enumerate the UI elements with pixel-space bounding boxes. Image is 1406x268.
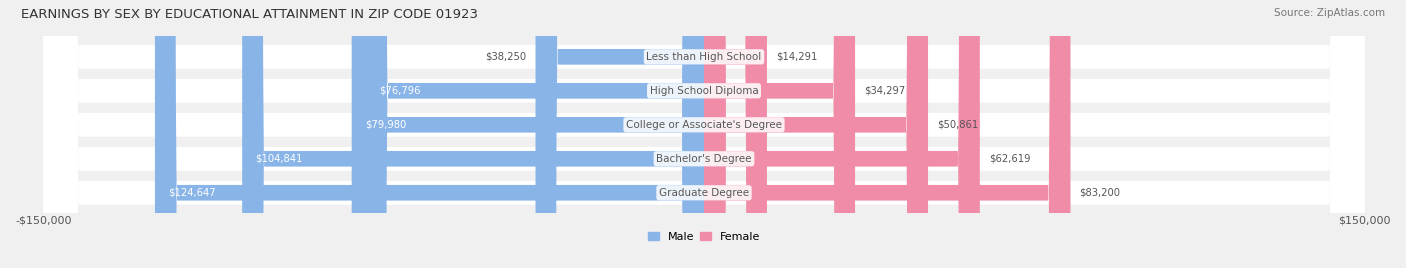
- Text: $83,200: $83,200: [1080, 188, 1121, 198]
- Text: Bachelor's Degree: Bachelor's Degree: [657, 154, 752, 164]
- Text: $124,647: $124,647: [169, 188, 215, 198]
- FancyBboxPatch shape: [536, 0, 704, 268]
- Text: Source: ZipAtlas.com: Source: ZipAtlas.com: [1274, 8, 1385, 18]
- FancyBboxPatch shape: [352, 0, 704, 268]
- FancyBboxPatch shape: [44, 0, 1365, 268]
- Text: $38,250: $38,250: [485, 52, 527, 62]
- FancyBboxPatch shape: [704, 0, 928, 268]
- Text: Graduate Degree: Graduate Degree: [659, 188, 749, 198]
- Text: Less than High School: Less than High School: [647, 52, 762, 62]
- Text: College or Associate's Degree: College or Associate's Degree: [626, 120, 782, 130]
- FancyBboxPatch shape: [44, 0, 1365, 268]
- Text: $76,796: $76,796: [380, 86, 420, 96]
- Text: $34,297: $34,297: [863, 86, 905, 96]
- Text: Graduate Degree: Graduate Degree: [659, 188, 749, 198]
- FancyBboxPatch shape: [44, 0, 1365, 268]
- FancyBboxPatch shape: [44, 0, 1365, 268]
- Text: High School Diploma: High School Diploma: [650, 86, 758, 96]
- FancyBboxPatch shape: [704, 0, 980, 268]
- Text: $14,291: $14,291: [776, 52, 817, 62]
- FancyBboxPatch shape: [366, 0, 704, 268]
- FancyBboxPatch shape: [155, 0, 704, 268]
- FancyBboxPatch shape: [704, 0, 855, 268]
- Text: $62,619: $62,619: [988, 154, 1031, 164]
- FancyBboxPatch shape: [44, 0, 1365, 268]
- Text: College or Associate's Degree: College or Associate's Degree: [626, 120, 782, 130]
- Text: $50,861: $50,861: [936, 120, 979, 130]
- FancyBboxPatch shape: [704, 0, 766, 268]
- Text: Less than High School: Less than High School: [647, 52, 762, 62]
- FancyBboxPatch shape: [242, 0, 704, 268]
- Text: EARNINGS BY SEX BY EDUCATIONAL ATTAINMENT IN ZIP CODE 01923: EARNINGS BY SEX BY EDUCATIONAL ATTAINMEN…: [21, 8, 478, 21]
- FancyBboxPatch shape: [704, 0, 1070, 268]
- Legend: Male, Female: Male, Female: [644, 228, 765, 247]
- Text: $79,980: $79,980: [366, 120, 406, 130]
- Text: Bachelor's Degree: Bachelor's Degree: [657, 154, 752, 164]
- Text: $104,841: $104,841: [256, 154, 302, 164]
- Text: High School Diploma: High School Diploma: [650, 86, 758, 96]
